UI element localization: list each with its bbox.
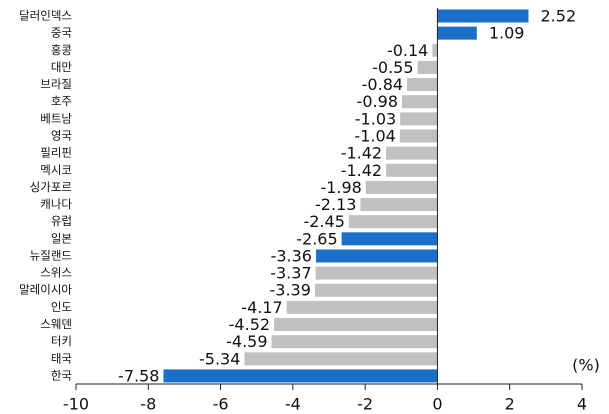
category-label: 대만	[51, 60, 73, 74]
value-label: -2.45	[303, 212, 344, 231]
value-label: -0.84	[362, 75, 403, 94]
x-tick-label: -6	[213, 395, 229, 414]
bar	[315, 266, 438, 280]
value-label: -3.39	[269, 281, 310, 300]
bar	[437, 26, 477, 40]
category-label: 영국	[51, 128, 72, 142]
bar	[399, 129, 438, 143]
value-label: 2.52	[541, 7, 577, 26]
category-label: 싱가포르	[30, 180, 72, 194]
bar	[400, 112, 438, 126]
value-label: -3.36	[271, 246, 312, 265]
value-label: -4.59	[226, 332, 267, 351]
bar	[417, 60, 438, 74]
value-label: -1.42	[341, 161, 382, 180]
bar	[348, 215, 438, 229]
value-label: -0.55	[372, 58, 413, 77]
x-tick-label: 4	[577, 395, 587, 414]
category-label: 유럽	[51, 214, 72, 228]
category-label: 호주	[51, 94, 72, 108]
bar	[244, 352, 438, 366]
value-label: -5.34	[199, 349, 240, 368]
value-label: -3.37	[270, 264, 311, 283]
x-tick-label: -4	[285, 395, 301, 414]
x-tick-label: -2	[357, 395, 373, 414]
category-label: 멕시코	[40, 163, 72, 177]
value-label: -0.98	[357, 92, 398, 111]
bar	[341, 232, 438, 246]
category-label: 홍콩	[51, 43, 72, 57]
x-tick-label: 0	[432, 395, 442, 414]
bar	[360, 198, 438, 212]
value-label: -0.14	[387, 41, 428, 60]
category-label: 스위스	[40, 266, 72, 280]
bar	[163, 369, 438, 383]
value-label: -2.13	[315, 195, 356, 214]
category-label: 태국	[51, 351, 72, 365]
unit-label: (%)	[572, 356, 600, 375]
value-label: -4.52	[229, 315, 270, 334]
category-label: 캐나다	[40, 197, 72, 211]
value-label: -4.17	[241, 298, 282, 317]
category-label: 베트남	[40, 111, 72, 125]
category-label: 일본	[51, 231, 72, 245]
category-label: 인도	[51, 300, 72, 314]
value-label: -1.42	[341, 144, 382, 163]
bar	[386, 163, 438, 177]
value-label: 1.09	[489, 24, 525, 43]
x-tick-label: -8	[140, 395, 156, 414]
category-label: 스웨덴	[40, 317, 72, 331]
value-label: -1.03	[355, 109, 396, 128]
value-label: -1.04	[354, 126, 395, 145]
bar	[314, 283, 438, 297]
x-tick-label: -10	[63, 395, 89, 414]
bar	[432, 43, 438, 57]
value-label: -2.65	[296, 229, 337, 248]
bar	[386, 146, 438, 160]
category-label: 터키	[51, 334, 72, 348]
x-tick-label: 2	[505, 395, 515, 414]
bar	[402, 95, 438, 109]
category-label: 한국	[51, 368, 72, 382]
category-label: 말레이시아	[19, 283, 72, 297]
category-label: 달러인덱스	[19, 9, 72, 23]
bar	[274, 318, 438, 332]
category-label: 필리핀	[40, 146, 72, 160]
bar	[407, 78, 438, 92]
category-label: 중국	[51, 26, 72, 40]
value-label: -1.98	[320, 178, 361, 197]
bar	[271, 335, 438, 349]
bar	[315, 249, 438, 263]
bar	[437, 9, 529, 23]
bar	[365, 180, 438, 194]
value-label: -7.58	[118, 366, 159, 385]
category-label: 브라질	[40, 77, 72, 91]
category-label: 뉴질랜드	[30, 248, 72, 262]
bar	[286, 300, 438, 314]
